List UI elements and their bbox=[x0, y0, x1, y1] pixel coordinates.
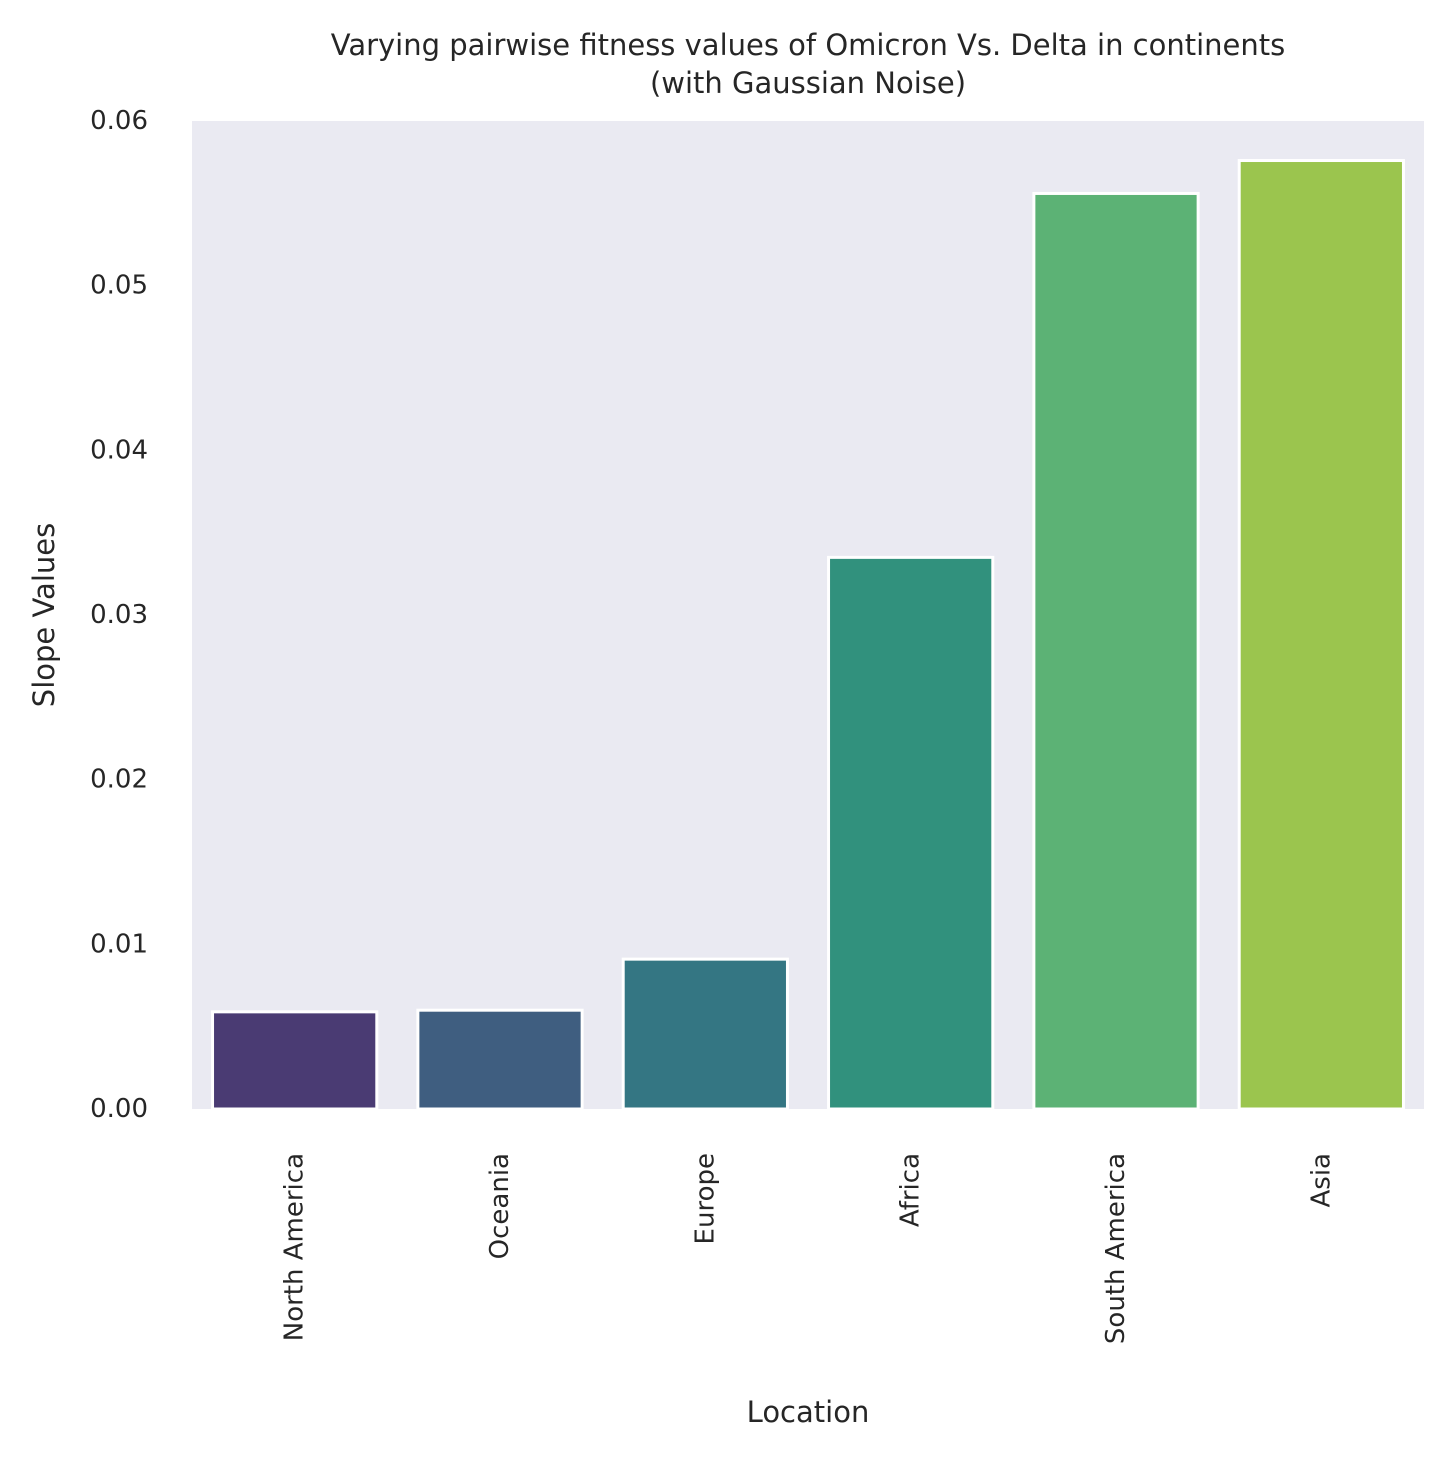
bar-africa bbox=[827, 555, 995, 1111]
bar-europe bbox=[621, 957, 789, 1111]
bar-asia bbox=[1237, 159, 1405, 1111]
y-tick-label: 0.05 bbox=[90, 271, 148, 301]
bar-south-america bbox=[1032, 191, 1200, 1111]
y-tick-label: 0.04 bbox=[90, 435, 148, 465]
x-axis-label: Location bbox=[747, 1395, 870, 1429]
x-tick-label-north-america: North America bbox=[280, 1153, 310, 1341]
y-tick-label: 0.00 bbox=[90, 1094, 148, 1124]
x-tick-label-europe: Europe bbox=[690, 1153, 720, 1244]
bar-north-america bbox=[211, 1010, 379, 1111]
y-tick-labels: 0.00 0.01 0.02 0.03 0.04 0.05 0.06 bbox=[90, 106, 148, 1124]
y-tick-label: 0.02 bbox=[90, 765, 148, 795]
x-tick-labels: North America Oceania Europe Africa South Am… bbox=[280, 1153, 1337, 1344]
y-tick-label: 0.03 bbox=[90, 600, 148, 630]
plot-area bbox=[192, 121, 1424, 1109]
y-axis-label: Slope Values bbox=[27, 523, 61, 707]
x-tick-label-africa: Africa bbox=[896, 1153, 926, 1227]
x-tick-label-asia: Asia bbox=[1306, 1153, 1336, 1208]
bar-oceania bbox=[416, 1008, 584, 1111]
chart-title-line-2: (with Gaussian Noise) bbox=[650, 66, 966, 100]
x-tick-label-south-america: South America bbox=[1101, 1153, 1131, 1344]
y-tick-label: 0.06 bbox=[90, 106, 148, 136]
bars-group bbox=[211, 159, 1405, 1111]
y-tick-label: 0.01 bbox=[90, 929, 148, 959]
chart-title-line-1: Varying pairwise fitness values of Omicr… bbox=[331, 28, 1286, 62]
x-tick-label-oceania: Oceania bbox=[485, 1153, 515, 1259]
